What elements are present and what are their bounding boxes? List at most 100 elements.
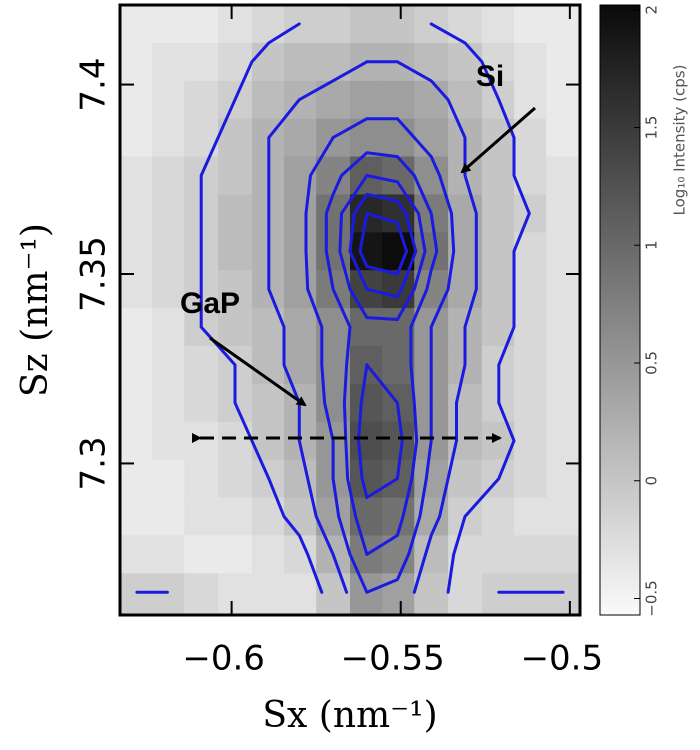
heatmap-cell [184,5,219,44]
heatmap-cell [514,383,547,423]
colorbar-label: Log₁₀ Intensity (cps) [671,65,689,216]
heatmap-cell [152,421,185,461]
heatmap-cell [120,459,153,499]
heatmap-cell [218,535,253,574]
heatmap-cell [152,270,185,309]
heatmap-cell [382,270,415,309]
heatmap-cell [546,118,581,158]
contour-line [135,22,565,594]
heatmap-cell [120,535,153,574]
contour-line [358,211,409,276]
heatmap-cell [414,535,449,574]
heatmap-cell [120,308,153,347]
heatmap-cell [481,156,515,195]
heatmap-cell [382,345,415,385]
heatmap-cell [382,80,415,120]
heatmap-cell [382,421,415,461]
heatmap-cell [218,573,253,616]
heatmap-cell [120,42,153,82]
colorbar-tick-label: −0.5 [643,580,661,616]
heatmap-cell [414,80,449,120]
contour-line [267,60,478,594]
heatmap-cell [382,5,415,44]
heatmap-cell [514,535,547,574]
y-axis-label: Sz (nm⁻¹) [15,223,56,397]
heatmap-cell [120,118,153,158]
heatmap-cell [251,573,285,616]
heatmap-cell [184,497,219,536]
heatmap-cell [184,42,219,82]
heatmap-cell [414,573,449,616]
annotation: GaP [180,287,240,320]
heatmap-cell [514,573,547,616]
heatmap-cell [546,308,581,347]
heatmap-cell [284,497,317,536]
y-tick-label: 7.35 [74,236,114,312]
heatmap-cell [152,194,185,233]
heatmap-cell [448,383,483,423]
heatmap-cell [546,421,581,461]
heatmap-cell [284,194,317,233]
heatmap-cell [152,308,185,347]
heatmap-cell [218,194,253,233]
heatmap-cell [251,383,285,423]
heatmap-cell [414,459,449,499]
contour-line [324,151,439,556]
heatmap-cell [218,232,253,271]
heatmap-cell [152,118,185,158]
heatmap-cell [546,80,581,120]
colorbar-tick-label: 1.5 [643,116,661,140]
heatmap-cell [546,459,581,499]
colorbar-tick-label: 0 [643,476,661,486]
heatmap-cell [350,383,383,423]
heatmap-cell [184,421,219,461]
heatmap-cell [120,497,153,536]
heatmap-cell [120,345,153,385]
heatmap-cell [251,42,285,82]
heatmap-cell [316,573,351,616]
heatmap-cell [152,80,185,120]
heatmap-cell [184,383,219,423]
heatmap-cell [120,421,153,461]
heatmap-cell [284,118,317,158]
heatmap-cell [152,383,185,423]
heatmap-cell [152,5,185,44]
contours [135,22,565,594]
heatmap-cell [120,156,153,195]
heatmap-cell [546,535,581,574]
heatmap-cell [481,573,515,616]
heatmap-cell [152,573,185,616]
heatmap-cell [514,459,547,499]
contour-line [338,174,427,499]
heatmap-cell [514,5,547,44]
heatmap-cell [546,232,581,271]
heatmap-cell [514,118,547,158]
heatmap-cell [184,80,219,120]
heatmap-cell [316,5,351,44]
contour-line [304,117,456,594]
colorbar-tick-label: 2 [643,5,661,15]
arrow [209,336,307,407]
heatmap-cell [120,5,153,44]
heatmap-cell [546,194,581,233]
y-tick-label: 7.3 [74,436,114,490]
heatmap-cell [152,535,185,574]
heatmap-cell [350,5,383,44]
heatmap-cell [481,497,515,536]
heatmap-cell [382,308,415,347]
heatmap-cell [382,118,415,158]
heatmap-cell [120,80,153,120]
colorbar-tick-label: 1 [643,240,661,250]
heatmap-cell [546,156,581,195]
heatmap-cell [316,194,351,233]
heatmap-cell [284,232,317,271]
heatmap-cell [218,497,253,536]
heatmap-cell [414,118,449,158]
x-axis-label: Sx (nm⁻¹) [262,695,437,736]
heatmap-cell [546,42,581,82]
heatmap-cell [350,80,383,120]
heatmap-cell [184,573,219,616]
heatmap-cell [316,156,351,195]
heatmap-cell [514,345,547,385]
